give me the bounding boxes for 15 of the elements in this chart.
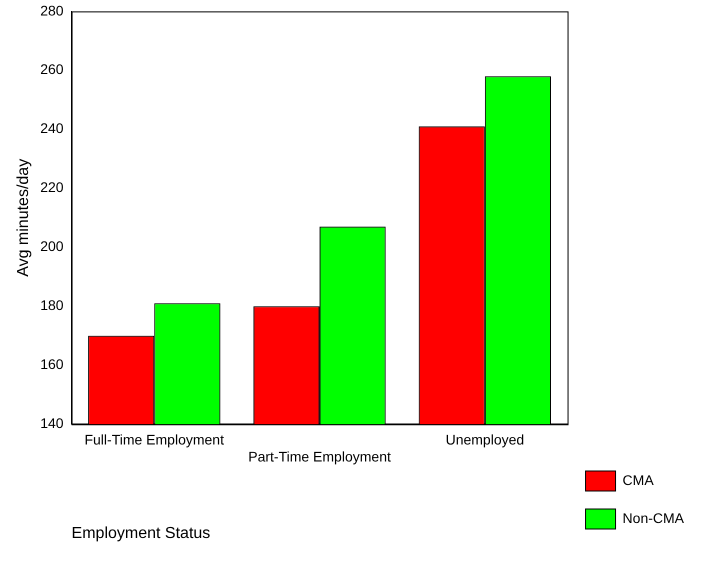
- y-tick-label: 160: [40, 356, 64, 372]
- y-tick-label: 280: [40, 2, 64, 18]
- y-tick-label: 240: [40, 120, 64, 136]
- legend-label: CMA: [622, 472, 654, 488]
- y-tick-label: 180: [40, 297, 64, 314]
- x-tick-label: Part-Time Employment: [248, 448, 391, 464]
- y-tick-label: 200: [40, 238, 64, 254]
- y-tick-label: 220: [40, 179, 64, 196]
- legend-label: Non-CMA: [622, 510, 685, 526]
- x-axis-title: Employment Status: [72, 524, 210, 542]
- y-tick-label: 260: [40, 61, 64, 78]
- y-axis-title: Avg minutes/day: [15, 158, 32, 277]
- x-tick-label: Full-Time Employment: [84, 431, 224, 448]
- x-tick-label: Unemployed: [446, 431, 524, 448]
- y-tick-label: 140: [40, 415, 64, 432]
